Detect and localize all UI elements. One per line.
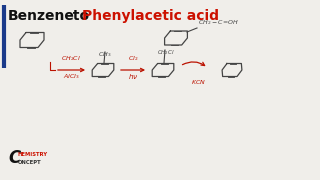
Text: $CH_2Cl$: $CH_2Cl$	[61, 54, 81, 63]
Text: $AlCl_3$: $AlCl_3$	[63, 72, 79, 81]
Text: C: C	[8, 149, 20, 167]
Text: Phenylacetic acid: Phenylacetic acid	[82, 9, 219, 23]
Text: $Cl_2$: $Cl_2$	[128, 54, 138, 63]
Text: to: to	[68, 9, 94, 23]
Text: $CH_2-C\!=\!OH$: $CH_2-C\!=\!OH$	[198, 18, 239, 27]
Text: ONCEPT: ONCEPT	[18, 159, 42, 165]
Text: Benzene: Benzene	[8, 9, 75, 23]
Text: $CH_3$: $CH_3$	[98, 50, 112, 59]
Text: $CH_2Cl$: $CH_2Cl$	[157, 48, 175, 57]
Text: $KCN$: $KCN$	[190, 78, 205, 86]
Text: HEMISTRY: HEMISTRY	[18, 152, 48, 158]
Text: $h\nu$: $h\nu$	[128, 72, 138, 81]
